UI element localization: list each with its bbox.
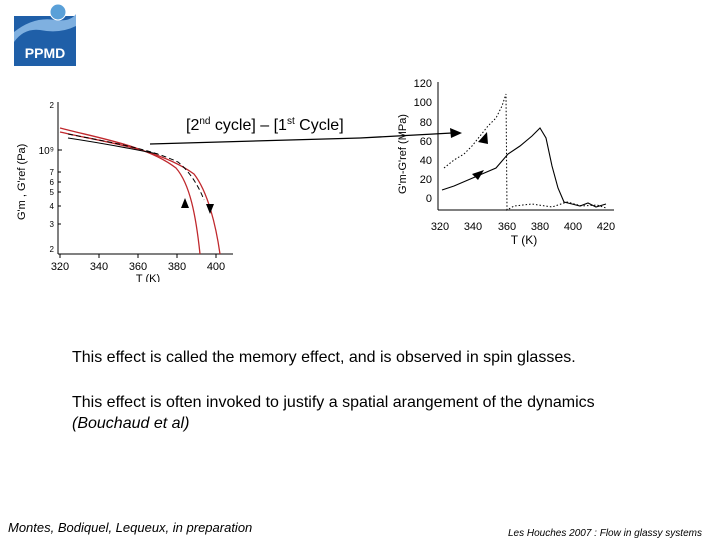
right-series-dotted bbox=[443, 93, 607, 211]
left-up-arrow bbox=[181, 198, 189, 208]
right-xticks: 320 340 360 380 400 420 bbox=[431, 221, 615, 233]
right-ytick-label: 100 bbox=[414, 97, 432, 109]
right-xtick-label: 360 bbox=[498, 221, 516, 233]
right-xtick-label: 420 bbox=[597, 221, 615, 233]
memory-effect-text: This effect is called the memory effect,… bbox=[72, 349, 576, 366]
caption-part3: Cycle] bbox=[294, 117, 344, 134]
left-ytick-label: 3 bbox=[50, 220, 55, 229]
left-series-black-1 bbox=[67, 133, 205, 201]
right-ytick-label: 80 bbox=[420, 117, 432, 129]
right-up-arrow bbox=[478, 132, 488, 144]
author-credit: Montes, Bodiquel, Lequeux, in preparatio… bbox=[8, 520, 253, 535]
right-xtick-label: 320 bbox=[431, 221, 449, 233]
right-ylabel: G'm-G'ref (MPa) bbox=[397, 114, 409, 194]
left-ytick-label: 5 bbox=[50, 188, 55, 197]
right-ytick-label: 20 bbox=[420, 174, 432, 186]
left-series-black-2 bbox=[67, 137, 159, 155]
caption-part1: [2 bbox=[186, 117, 200, 134]
left-xtick-label: 400 bbox=[207, 261, 225, 273]
slide-footer: Les Houches 2007 : Flow in glassy system… bbox=[508, 528, 702, 539]
right-ytick-label: 60 bbox=[420, 136, 432, 148]
spatial-arrangement-text: This effect is often invoked to justify … bbox=[72, 394, 595, 411]
right-ytick-label: 40 bbox=[420, 155, 432, 167]
left-xtick-label: 340 bbox=[90, 261, 108, 273]
citation-text: (Bouchaud et al) bbox=[72, 415, 190, 432]
right-xtick-label: 340 bbox=[464, 221, 482, 233]
left-xlabel: T (K) bbox=[136, 273, 160, 282]
left-yticks: 2 10⁹ 7 6 5 4 3 2 bbox=[39, 101, 62, 254]
right-series-solid bbox=[441, 127, 607, 208]
caption-sup1: nd bbox=[199, 116, 211, 127]
left-series-red-1 bbox=[59, 127, 201, 255]
right-xtick-label: 380 bbox=[531, 221, 549, 233]
caption-part2: cycle] – [1 bbox=[210, 117, 287, 134]
left-xtick-label: 320 bbox=[51, 261, 69, 273]
left-plot: 2 10⁹ 7 6 5 4 3 2 320 340 360 380 400 T … bbox=[16, 101, 233, 282]
right-yticks: 120 100 80 60 40 20 0 bbox=[414, 78, 432, 205]
left-ytick-label: 4 bbox=[50, 202, 55, 211]
left-ytick-label: 6 bbox=[50, 178, 55, 187]
left-ytick-label: 7 bbox=[50, 168, 55, 177]
right-ytick-label: 0 bbox=[426, 193, 432, 205]
left-xtick-label: 360 bbox=[129, 261, 147, 273]
right-xlabel: T (K) bbox=[511, 233, 537, 247]
ppmd-logo: PPMD bbox=[14, 3, 76, 66]
right-plot: 120 100 80 60 40 20 0 320 340 360 380 40… bbox=[397, 78, 615, 247]
left-series-red-2 bbox=[59, 131, 221, 255]
left-ytick-label: 10⁹ bbox=[39, 146, 54, 157]
right-xtick-label: 400 bbox=[564, 221, 582, 233]
logo-text: PPMD bbox=[25, 45, 65, 61]
right-ytick-label: 120 bbox=[414, 78, 432, 90]
left-ytick-label: 2 bbox=[50, 245, 55, 254]
left-xticks: 320 340 360 380 400 bbox=[51, 254, 225, 273]
left-ytick-label: 2 bbox=[50, 101, 55, 110]
left-down-arrow bbox=[206, 204, 214, 214]
right-down-arrow bbox=[472, 170, 484, 180]
caption-sup2: st bbox=[286, 116, 295, 127]
cycle-caption: [2nd cycle] – [1st Cycle] bbox=[186, 116, 344, 135]
left-ylabel: G'm , G'ref (Pa) bbox=[16, 144, 28, 220]
left-xtick-label: 380 bbox=[168, 261, 186, 273]
